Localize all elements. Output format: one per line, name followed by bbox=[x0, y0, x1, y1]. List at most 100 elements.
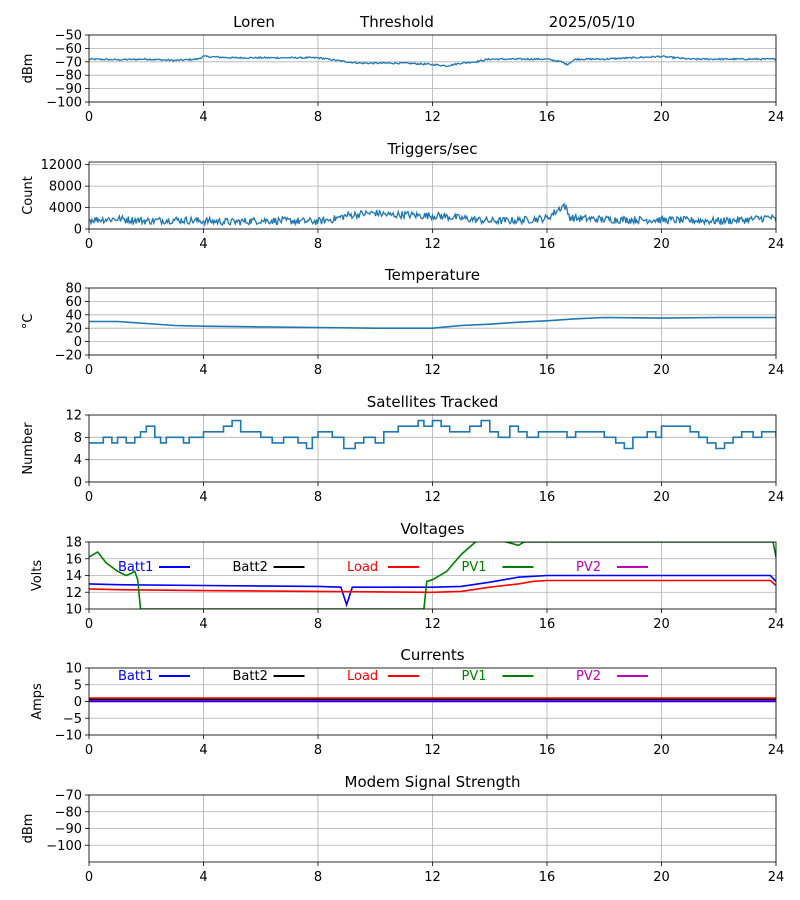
x-tick-label: 0 bbox=[85, 870, 93, 885]
plot-frame bbox=[88, 161, 777, 230]
x-tick-label: 4 bbox=[199, 870, 207, 885]
x-tick-label: 16 bbox=[539, 237, 556, 252]
y-axis-label: Number bbox=[21, 422, 36, 475]
header-mode: Threshold bbox=[359, 13, 434, 31]
legend-label-batt1: Batt1 bbox=[118, 669, 153, 684]
x-tick-label: 4 bbox=[199, 490, 207, 505]
y-tick-label: 0 bbox=[74, 335, 82, 350]
x-tick-label: 12 bbox=[424, 490, 441, 505]
y-tick-label: 5 bbox=[74, 678, 82, 693]
panel-title: Temperature bbox=[384, 266, 480, 284]
y-tick-label: 80 bbox=[65, 282, 82, 297]
y-tick-label: 40 bbox=[65, 308, 82, 323]
x-tick-label: 24 bbox=[768, 363, 785, 378]
y-tick-label: 12 bbox=[65, 409, 82, 424]
plot-frame bbox=[88, 794, 777, 863]
x-tick-label: 20 bbox=[653, 743, 670, 758]
y-tick-label: −90 bbox=[55, 822, 82, 837]
header-date: 2025/05/10 bbox=[549, 13, 635, 31]
legend-label-pv2: PV2 bbox=[576, 560, 601, 575]
panel-title: Voltages bbox=[400, 520, 464, 538]
y-axis-label: °C bbox=[21, 314, 36, 330]
x-tick-label: 20 bbox=[653, 237, 670, 252]
y-tick-label: 20 bbox=[65, 322, 82, 337]
x-tick-label: 12 bbox=[424, 363, 441, 378]
x-tick-label: 20 bbox=[653, 617, 670, 632]
x-tick-label: 8 bbox=[314, 490, 322, 505]
panel-3: 0 4 8 12 16 20 24 0 4 8 12 Satellites Tracked Number bbox=[21, 393, 784, 505]
plot-frame bbox=[88, 541, 777, 610]
x-tick-label: 16 bbox=[539, 490, 556, 505]
legend-label-pv1: PV1 bbox=[462, 669, 487, 684]
y-tick-label: 18 bbox=[65, 536, 82, 551]
x-tick-label: 16 bbox=[539, 110, 556, 125]
x-tick-label: 0 bbox=[85, 110, 93, 125]
y-tick-label: −100 bbox=[46, 839, 82, 854]
series-line-pv1 bbox=[89, 542, 776, 609]
legend-label-load: Load bbox=[347, 560, 378, 575]
y-axis-label: Amps bbox=[30, 683, 45, 720]
x-tick-label: 24 bbox=[768, 237, 785, 252]
x-tick-label: 12 bbox=[424, 870, 441, 885]
x-tick-label: 20 bbox=[653, 363, 670, 378]
x-tick-label: 0 bbox=[85, 743, 93, 758]
plot-frame bbox=[88, 34, 777, 103]
y-axis-label: Volts bbox=[30, 560, 45, 592]
x-tick-label: 20 bbox=[653, 490, 670, 505]
panel-5: 0 4 8 12 16 20 24 −10 −5 0 510 Currents Amps Batt1 Bat… bbox=[30, 646, 784, 758]
y-tick-label: −20 bbox=[55, 349, 82, 364]
y-tick-label: −50 bbox=[55, 29, 82, 44]
plot-frame bbox=[88, 287, 777, 356]
x-tick-label: 8 bbox=[314, 743, 322, 758]
legend-label-load: Load bbox=[347, 669, 378, 684]
x-tick-label: 12 bbox=[424, 110, 441, 125]
series-line bbox=[89, 419, 776, 450]
x-tick-label: 20 bbox=[653, 110, 670, 125]
x-tick-label: 0 bbox=[85, 617, 93, 632]
y-tick-label: −100 bbox=[46, 96, 82, 111]
x-tick-label: 24 bbox=[768, 617, 785, 632]
legend-label-batt2: Batt2 bbox=[233, 560, 268, 575]
series-line-batt1 bbox=[89, 574, 776, 608]
y-tick-label: 60 bbox=[65, 295, 82, 310]
y-tick-label: −5 bbox=[63, 712, 82, 727]
plot-frame bbox=[88, 414, 777, 483]
y-tick-label: 16 bbox=[65, 552, 82, 567]
x-tick-label: 8 bbox=[314, 237, 322, 252]
y-tick-label: −10 bbox=[55, 729, 82, 744]
y-tick-label: 14 bbox=[65, 569, 82, 584]
y-tick-label: 0 bbox=[74, 476, 82, 491]
x-tick-label: 24 bbox=[768, 870, 785, 885]
y-tick-label: 4000 bbox=[49, 201, 82, 216]
x-tick-label: 4 bbox=[199, 743, 207, 758]
legend-label-batt2: Batt2 bbox=[233, 669, 268, 684]
panel-title: Modem Signal Strength bbox=[345, 773, 521, 791]
panel-title: Triggers/sec bbox=[387, 140, 478, 158]
x-tick-label: 4 bbox=[199, 237, 207, 252]
y-axis-label: dBm bbox=[21, 54, 36, 84]
y-tick-label: 12000 bbox=[41, 158, 82, 173]
x-tick-label: 8 bbox=[314, 110, 322, 125]
y-tick-label: −70 bbox=[55, 55, 82, 70]
series-line bbox=[89, 316, 776, 329]
y-tick-label: 0 bbox=[74, 223, 82, 238]
x-tick-label: 4 bbox=[199, 110, 207, 125]
x-tick-label: 12 bbox=[424, 743, 441, 758]
x-tick-label: 24 bbox=[768, 110, 785, 125]
series-line-load bbox=[89, 579, 776, 594]
y-tick-label: 8000 bbox=[49, 180, 82, 195]
y-tick-label: −60 bbox=[55, 42, 82, 57]
series-line bbox=[89, 202, 776, 227]
x-tick-label: 8 bbox=[314, 363, 322, 378]
y-tick-label: −80 bbox=[55, 805, 82, 820]
x-tick-label: 8 bbox=[314, 870, 322, 885]
x-tick-label: 16 bbox=[539, 617, 556, 632]
panel-6: 0 4 8 12 16 20 24 −70−80 −90 −100 Modem Signal Str… bbox=[21, 773, 784, 885]
y-tick-label: 10 bbox=[65, 662, 82, 677]
panel-title: Currents bbox=[400, 646, 464, 664]
x-tick-label: 24 bbox=[768, 490, 785, 505]
